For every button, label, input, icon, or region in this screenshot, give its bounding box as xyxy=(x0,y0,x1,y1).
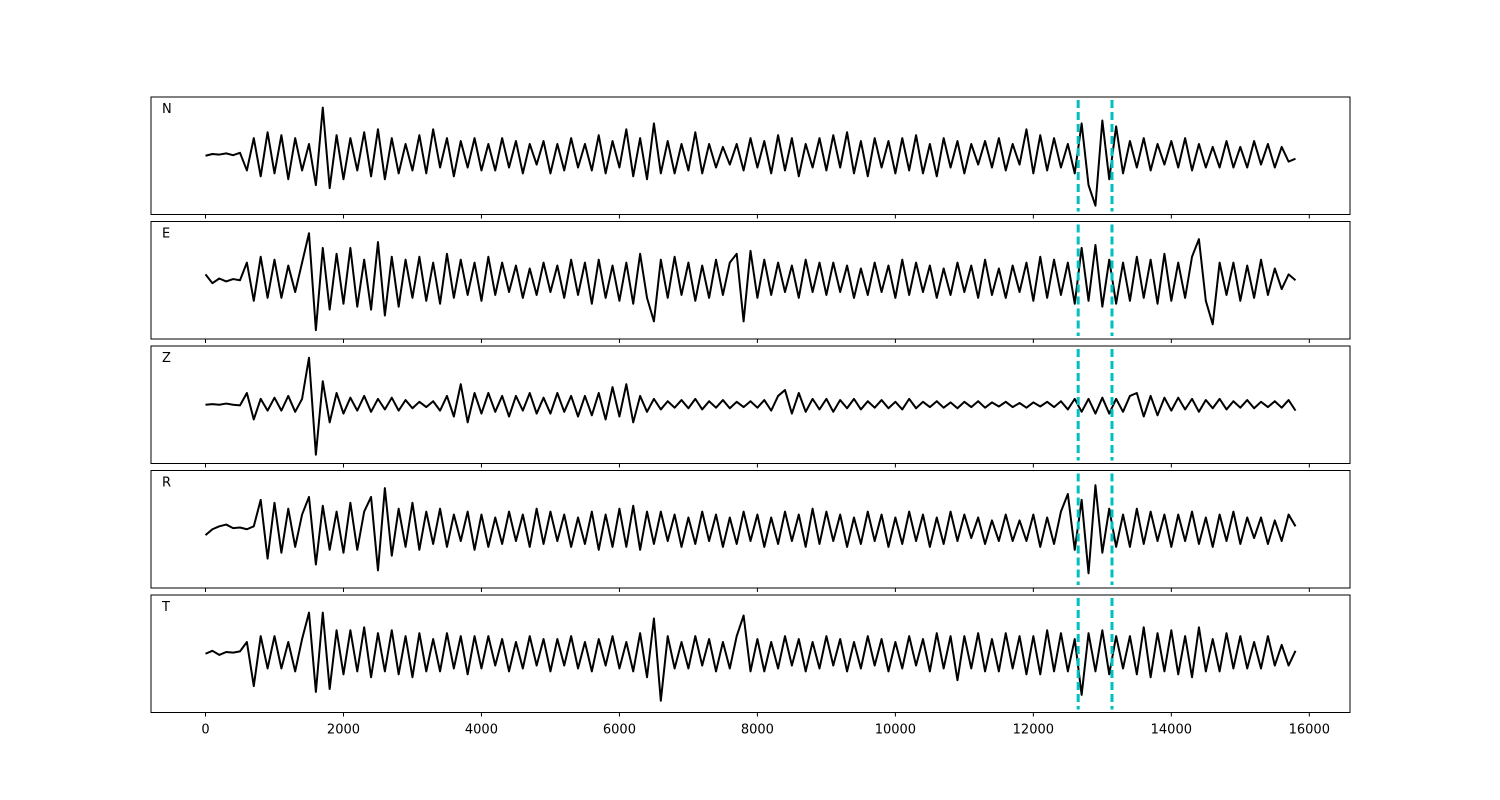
panel-label: R xyxy=(162,476,171,491)
panel-label: T xyxy=(161,600,170,615)
x-tick-label: 2000 xyxy=(327,723,360,738)
x-tick-label: 10000 xyxy=(875,723,916,738)
trace xyxy=(205,611,1297,702)
x-tick-label: 16000 xyxy=(1289,723,1330,738)
x-tick-label: 0 xyxy=(201,723,209,738)
trace xyxy=(205,106,1296,207)
panel-label: N xyxy=(162,102,172,117)
x-tick-label: 4000 xyxy=(465,723,498,738)
trace xyxy=(204,484,1297,575)
x-tick-label: 8000 xyxy=(741,723,774,738)
panel-frame xyxy=(150,345,1351,464)
trace xyxy=(204,232,1297,332)
panel-label: E xyxy=(162,227,170,242)
panel-frame xyxy=(150,594,1351,713)
x-tick-label: 12000 xyxy=(1013,723,1054,738)
x-tick-label: 14000 xyxy=(1151,723,1192,738)
panel-label: Z xyxy=(162,351,171,366)
panel-frame xyxy=(150,96,1351,215)
panel-frame xyxy=(150,470,1351,589)
x-tick-label: 6000 xyxy=(603,723,636,738)
trace xyxy=(205,356,1297,456)
panel-frame xyxy=(150,221,1351,340)
